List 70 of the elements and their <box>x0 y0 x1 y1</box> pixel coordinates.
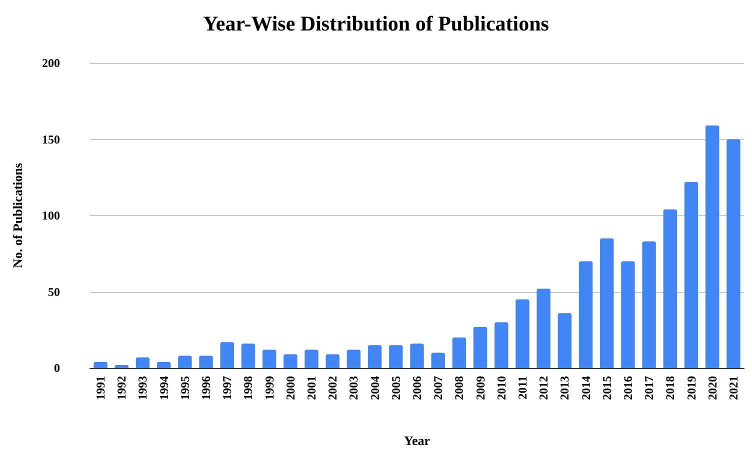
y-tick-label: 0 <box>54 361 60 375</box>
x-tick-label: 2005 <box>388 376 403 400</box>
bar <box>156 362 171 368</box>
bar <box>262 350 276 368</box>
x-tick-label: 2006 <box>410 376 424 400</box>
x-tick-label: 2009 <box>473 376 488 400</box>
bar <box>536 288 550 368</box>
y-axis-title: No. of Publications <box>10 162 25 268</box>
x-tick-label: 2015 <box>600 376 614 400</box>
bar <box>706 126 720 368</box>
chart-title: Year-Wise Distribution of Publications <box>203 12 549 36</box>
x-tick-label: 2013 <box>558 376 572 400</box>
bar <box>558 313 572 368</box>
bar <box>578 261 593 368</box>
x-tick-label: 1994 <box>156 376 171 400</box>
bar <box>621 261 635 368</box>
x-tick-label: 1993 <box>136 376 150 400</box>
y-tick-label: 50 <box>48 284 60 299</box>
x-axis-title: Year <box>404 433 430 448</box>
bar <box>284 354 298 368</box>
x-tick-label: 2017 <box>642 376 656 400</box>
x-tick-label: 1997 <box>220 376 234 400</box>
x-tick-label: 2020 <box>705 376 720 400</box>
bar <box>684 182 698 368</box>
x-tick-label: 2008 <box>452 376 466 400</box>
x-tick-label: 2003 <box>346 376 361 400</box>
bar <box>346 350 361 368</box>
x-tick-label: 1996 <box>199 376 214 400</box>
bar <box>600 238 614 368</box>
bar <box>452 338 466 368</box>
bar <box>389 345 403 368</box>
bar <box>473 326 488 368</box>
x-tick-label: 2001 <box>304 376 319 400</box>
x-tick-label: 1991 <box>94 376 108 400</box>
x-tick-label: 2016 <box>620 376 635 400</box>
bar <box>220 342 234 368</box>
bar <box>326 354 340 368</box>
bar <box>304 350 318 368</box>
x-tick-label: 2018 <box>663 376 678 400</box>
x-tick-label: 2004 <box>368 376 382 400</box>
bar <box>516 299 530 368</box>
x-tick-label: 1992 <box>114 376 129 400</box>
x-tick-label: 2002 <box>326 376 340 400</box>
y-tick-label: 100 <box>42 208 60 222</box>
x-tick-label: 2014 <box>578 376 593 400</box>
x-tick-label: 2007 <box>431 376 446 400</box>
bar <box>94 362 108 368</box>
x-tick-label: 1998 <box>241 376 256 400</box>
x-tick-label: 2012 <box>536 376 551 400</box>
x-tick-label: 2021 <box>726 376 740 400</box>
x-tick-label: 2019 <box>684 376 698 400</box>
bar <box>136 357 150 368</box>
bar <box>368 345 382 368</box>
y-tick-label: 200 <box>42 56 60 70</box>
bar <box>642 241 656 368</box>
bar <box>114 364 128 368</box>
bar <box>199 356 213 368</box>
y-tick-label: 150 <box>42 132 60 146</box>
x-tick-label: 2000 <box>283 376 298 400</box>
bar <box>410 344 424 368</box>
bar <box>178 356 192 368</box>
bar <box>494 322 508 368</box>
bar <box>241 344 256 368</box>
x-tick-label: 2010 <box>494 376 508 400</box>
x-tick-label: 2011 <box>515 376 530 400</box>
bar <box>726 139 740 368</box>
x-tick-label: 1995 <box>178 376 192 400</box>
x-tick-label: 1999 <box>262 376 276 400</box>
bar <box>663 209 678 368</box>
bar <box>431 352 445 368</box>
